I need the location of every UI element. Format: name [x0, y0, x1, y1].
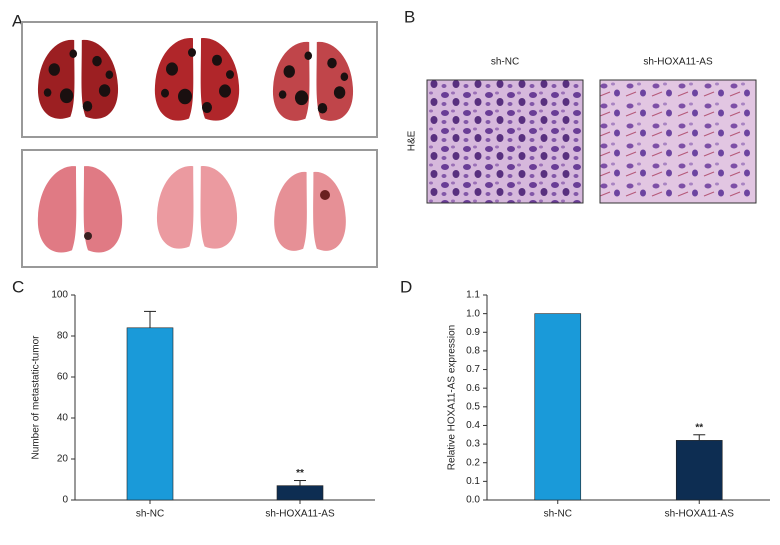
- histology-images: [426, 79, 757, 204]
- x-tick-label: sh-NC: [544, 509, 572, 520]
- y-tick-label: 80: [57, 331, 69, 342]
- y-tick-label: 0.8: [466, 346, 480, 357]
- bar: [534, 313, 582, 501]
- y-tick-label: 40: [57, 413, 69, 424]
- y-tick-label: 0: [62, 495, 68, 506]
- panel-label: C: [12, 277, 24, 296]
- column-label: sh-HOXA11-AS: [643, 57, 713, 68]
- x-tick-label: sh-HOXA11-AS: [265, 509, 335, 520]
- bar: [126, 327, 174, 501]
- y-tick-label: 0.6: [466, 383, 480, 394]
- y-tick-label: 0.3: [466, 439, 480, 450]
- y-tick-label: 0.1: [466, 476, 480, 487]
- bar: [276, 485, 324, 501]
- x-tick-label: sh-HOXA11-AS: [665, 509, 735, 520]
- y-tick-label: 60: [57, 372, 69, 383]
- y-tick-label: 0.2: [466, 457, 480, 468]
- y-tick-label: 20: [57, 454, 69, 465]
- column-label: sh-NC: [491, 57, 519, 68]
- bar: [675, 440, 723, 501]
- y-tick-label: 1.0: [466, 308, 480, 319]
- significance: **: [695, 422, 703, 433]
- y-tick-label: 0.7: [466, 364, 480, 375]
- x-tick-label: sh-NC: [136, 509, 164, 520]
- y-tick-label: 0.5: [466, 401, 480, 412]
- lung-photos: [21, 21, 378, 268]
- y-axis-label: Relative HOXA11-AS expression: [447, 325, 458, 470]
- panel-label: D: [400, 277, 412, 296]
- y-tick-label: 0.0: [466, 495, 480, 506]
- row-label: H&E: [407, 130, 418, 151]
- y-tick-label: 1.1: [466, 290, 480, 301]
- y-tick-label: 100: [51, 290, 68, 301]
- y-axis-label: Number of metastatic-tumor: [31, 335, 42, 460]
- y-tick-label: 0.4: [466, 420, 480, 431]
- significance: **: [296, 468, 304, 479]
- y-tick-label: 0.9: [466, 327, 480, 338]
- panel-label: B: [404, 7, 415, 26]
